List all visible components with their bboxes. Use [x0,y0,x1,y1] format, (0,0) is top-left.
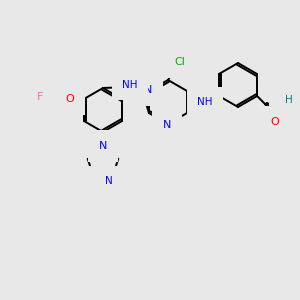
Text: H: H [97,176,104,186]
Text: N: N [279,95,287,105]
Text: H: H [285,95,293,105]
Text: NH: NH [197,97,213,107]
Text: N: N [144,85,152,95]
Text: Cl: Cl [175,57,185,67]
Text: NH: NH [122,80,138,90]
Text: N: N [99,141,107,151]
Text: F: F [37,92,43,102]
Text: N: N [163,120,171,130]
Text: O: O [66,94,74,104]
Text: N: N [104,176,112,186]
Text: O: O [271,117,279,127]
